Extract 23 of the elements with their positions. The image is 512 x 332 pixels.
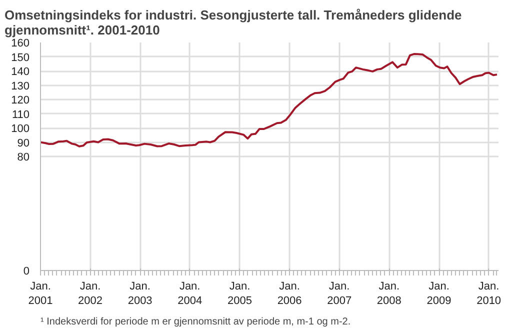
line-series [40,53,498,148]
text: ¹ Indeksverdi for periode m er gjennomsnitt av periode m, m-1 og m-2. [40,316,351,328]
x-tick-label: Jan. 2007 [327,280,352,307]
y-tick-label: 80 [17,152,30,164]
y-tick-label: 120 [11,94,30,106]
x-tick-label: Jan. 2009 [426,280,452,307]
y-tick-label: 150 [11,52,30,64]
chart-title: Omsetningsindeks for industri. Sesongjusterte tall. Tremåneders glidende gjennomsnitt¹. 2001-2010 [4,8,462,38]
x-tick-label: Jan. 2003 [128,280,152,307]
x-tick-label: Jan. 2001 [28,280,53,307]
x-tick-label: Jan. 2010 [476,280,502,307]
x-tick-label: Jan. 2008 [376,280,402,307]
y-tick-label: 140 [11,66,30,78]
y-tick-label: 110 [12,108,30,121]
y-tick-label: 160 [11,38,30,50]
y-tick-label: 130 [11,80,30,92]
y-tick-label: 100 [11,123,30,135]
x-tick-label: Jan. 2002 [78,280,103,307]
x-tick-label: Jan. 2005 [228,280,252,307]
x-tick-label: Jan. 2006 [277,280,302,307]
y-tick-label: 90 [17,137,30,150]
x-tick-label: Jan. 2004 [178,280,202,307]
y-tick-label: 0 [23,266,30,278]
